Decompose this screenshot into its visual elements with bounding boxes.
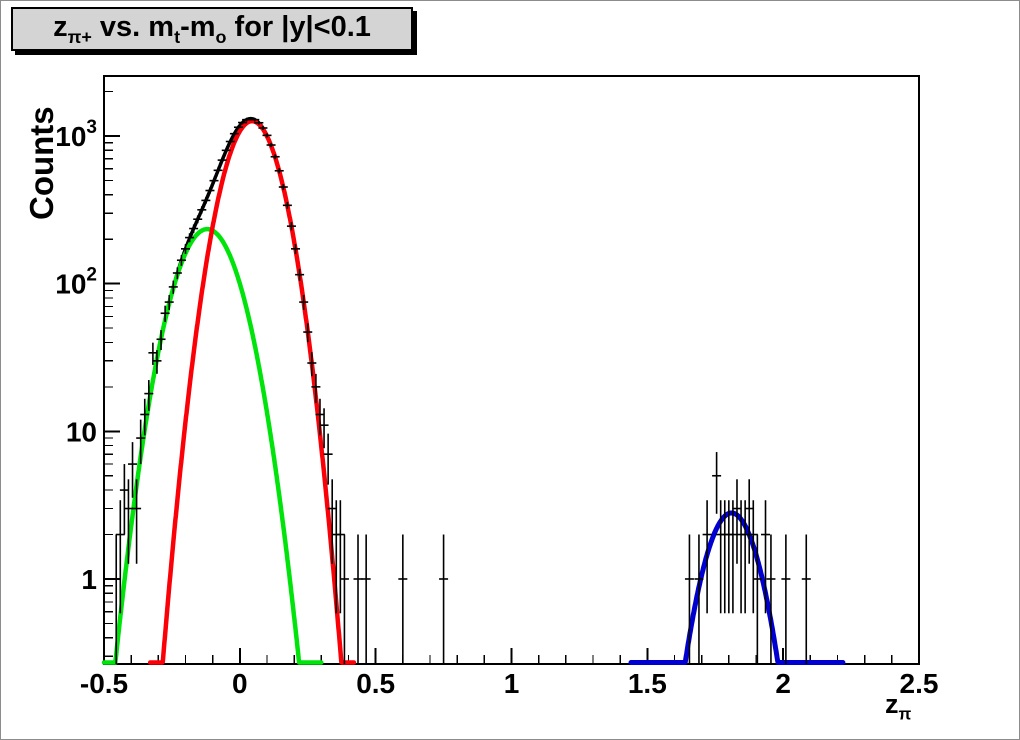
y-axis-title: Counts [23,106,60,220]
x-axis-tick-label: 1 [504,668,520,699]
y-axis-tick-label: 10 [66,416,97,447]
plot-title: zπ+ vs. mt-mo for |y|<0.1 [53,10,371,47]
y-axis-tick-label: 102 [55,265,97,300]
x-axis-tick-label: -0.5 [80,668,128,699]
text-segment: t [174,26,181,47]
text-segment: for |y|<0.1 [226,10,371,43]
text-segment: o [215,26,227,47]
text-segment: -m [180,10,216,43]
x-axis-tick-label: 1.5 [628,668,667,699]
text-segment: z [885,689,899,719]
text-segment: π+ [67,26,92,47]
title-box: zπ+ vs. mt-mo for |y|<0.1 [11,7,413,51]
text-segment: z [53,10,68,43]
text-segment: π [898,704,912,724]
x-axis-tick-label: 2 [775,668,791,699]
x-axis-tick-label: 0 [232,668,248,699]
text-segment: vs. m [91,10,175,43]
x-axis-title: zπ [885,691,911,723]
curve-background-gaussian [101,226,324,665]
curve-signal-gaussian [147,118,357,665]
x-axis-tick-label: 2.5 [900,668,939,699]
y-axis-tick-label: 1 [81,564,97,595]
y-axis-tick-label: 103 [55,117,97,152]
x-axis-tick-label: 0.5 [356,668,395,699]
